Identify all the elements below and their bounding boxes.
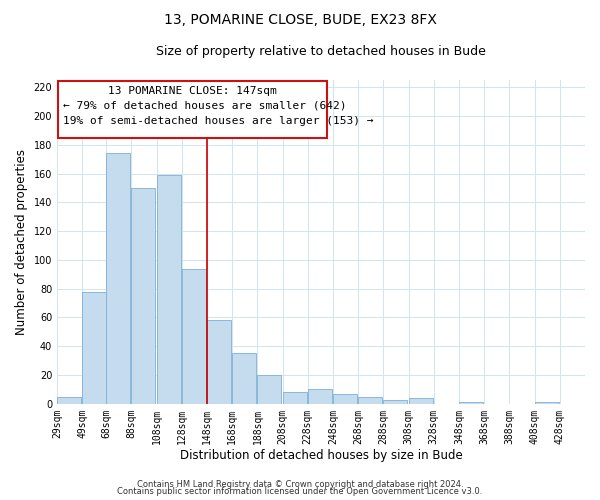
- Bar: [308, 390, 332, 404]
- Bar: [131, 188, 155, 404]
- Text: Contains HM Land Registry data © Crown copyright and database right 2024.: Contains HM Land Registry data © Crown c…: [137, 480, 463, 489]
- Bar: [333, 394, 357, 404]
- Bar: [82, 292, 106, 404]
- Bar: [182, 268, 206, 404]
- Text: 13, POMARINE CLOSE, BUDE, EX23 8FX: 13, POMARINE CLOSE, BUDE, EX23 8FX: [164, 12, 436, 26]
- Bar: [383, 400, 407, 404]
- Y-axis label: Number of detached properties: Number of detached properties: [15, 149, 28, 335]
- X-axis label: Distribution of detached houses by size in Bude: Distribution of detached houses by size …: [179, 450, 463, 462]
- FancyBboxPatch shape: [58, 82, 326, 138]
- Bar: [358, 396, 382, 404]
- Text: 13 POMARINE CLOSE: 147sqm: 13 POMARINE CLOSE: 147sqm: [108, 86, 277, 96]
- Text: Contains public sector information licensed under the Open Government Licence v3: Contains public sector information licen…: [118, 487, 482, 496]
- Bar: [257, 375, 281, 404]
- Bar: [535, 402, 559, 404]
- Text: ← 79% of detached houses are smaller (642): ← 79% of detached houses are smaller (64…: [64, 100, 347, 110]
- Bar: [157, 175, 181, 404]
- Bar: [459, 402, 483, 404]
- Text: 19% of semi-detached houses are larger (153) →: 19% of semi-detached houses are larger (…: [64, 116, 374, 126]
- Bar: [409, 398, 433, 404]
- Bar: [283, 392, 307, 404]
- Bar: [232, 354, 256, 404]
- Bar: [106, 154, 130, 404]
- Title: Size of property relative to detached houses in Bude: Size of property relative to detached ho…: [156, 45, 486, 58]
- Bar: [207, 320, 231, 404]
- Bar: [57, 396, 81, 404]
